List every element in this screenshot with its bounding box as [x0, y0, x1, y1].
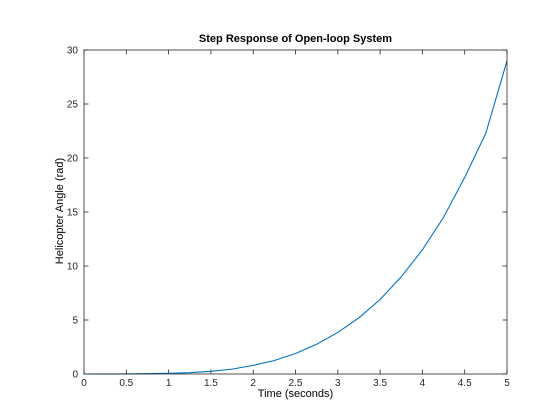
x-tick-label: 4.5 [458, 378, 472, 389]
x-tick-label: 1 [166, 378, 172, 389]
y-tick-label: 25 [67, 100, 79, 111]
x-tick-label: 1.5 [204, 378, 218, 389]
x-tick-label: 3.5 [373, 378, 387, 389]
axes-frame [83, 49, 508, 375]
series-layer [83, 60, 508, 375]
x-tick-label: 2.5 [289, 378, 303, 389]
y-axis-label: Helicopter Angle (rad) [54, 158, 66, 264]
y-tick-label: 0 [72, 370, 78, 381]
y-tick-label: 5 [72, 316, 78, 327]
x-tick-label: 5 [504, 378, 510, 389]
x-tick-label: 4 [420, 378, 426, 389]
y-tick-label: 15 [67, 208, 79, 219]
y-tick-label: 30 [67, 46, 79, 57]
x-tick-label: 3 [335, 378, 341, 389]
x-axis-label: Time (seconds) [258, 388, 333, 400]
x-tick-label: 2 [250, 378, 256, 389]
y-tick-label: 20 [67, 154, 79, 165]
x-tick-label: 0.5 [119, 378, 133, 389]
plot-area: 0 0.5 1 1.5 2 2.5 3 3.5 4 4.5 5 0 5 10 15 20 25 30 [67, 46, 510, 390]
y-tick-label: 10 [67, 262, 79, 273]
series-line [83, 60, 508, 375]
axis-ticks: 0 0.5 1 1.5 2 2.5 3 3.5 4 4.5 5 0 5 10 15 20 25 30 [67, 46, 510, 390]
chart-title: Step Response of Open-loop System [199, 33, 392, 45]
x-tick-label: 0 [81, 378, 87, 389]
